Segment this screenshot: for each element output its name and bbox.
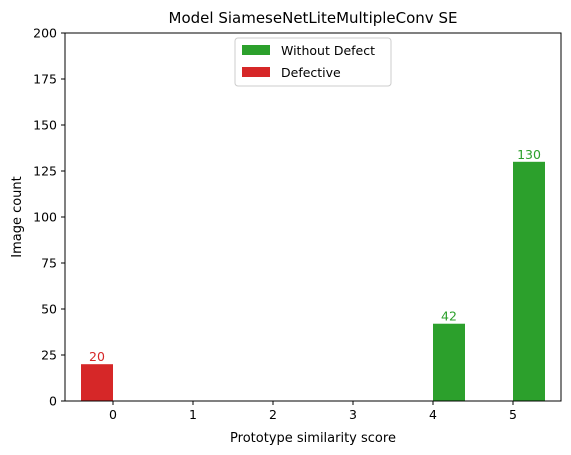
y-tick-label: 150 xyxy=(33,118,57,133)
x-tick-label: 0 xyxy=(109,407,117,422)
y-tick-label: 175 xyxy=(33,72,57,87)
y-tick-label: 75 xyxy=(41,256,57,271)
y-tick-label: 50 xyxy=(41,302,57,317)
legend-swatch xyxy=(242,67,270,77)
x-axis-label: Prototype similarity score xyxy=(230,431,396,446)
legend-entry: Defective xyxy=(281,65,341,80)
y-tick-label: 125 xyxy=(33,164,57,179)
y-axis-label: Image count xyxy=(10,176,25,258)
x-tick-label: 4 xyxy=(429,407,437,422)
x-tick-label: 3 xyxy=(349,407,357,422)
axes-frame xyxy=(65,33,561,401)
bar-without-defect-5 xyxy=(513,162,545,401)
x-tick-label: 5 xyxy=(509,407,517,422)
bar-without-defect-4 xyxy=(433,324,465,401)
data-label-5: 130 xyxy=(517,147,541,162)
data-label-0: 20 xyxy=(89,349,105,364)
data-label-4: 42 xyxy=(441,309,457,324)
y-tick-label: 100 xyxy=(33,210,57,225)
y-tick-label: 0 xyxy=(49,394,57,409)
x-tick-label: 1 xyxy=(189,407,197,422)
legend-swatch xyxy=(242,45,270,55)
bar-defective-0 xyxy=(81,364,113,401)
y-tick-label: 25 xyxy=(41,348,57,363)
x-tick-label: 2 xyxy=(269,407,277,422)
legend-entry: Without Defect xyxy=(281,43,375,58)
y-tick-label: 200 xyxy=(33,26,57,41)
chart-title: Model SiameseNetLiteMultipleConv SE xyxy=(169,9,458,27)
